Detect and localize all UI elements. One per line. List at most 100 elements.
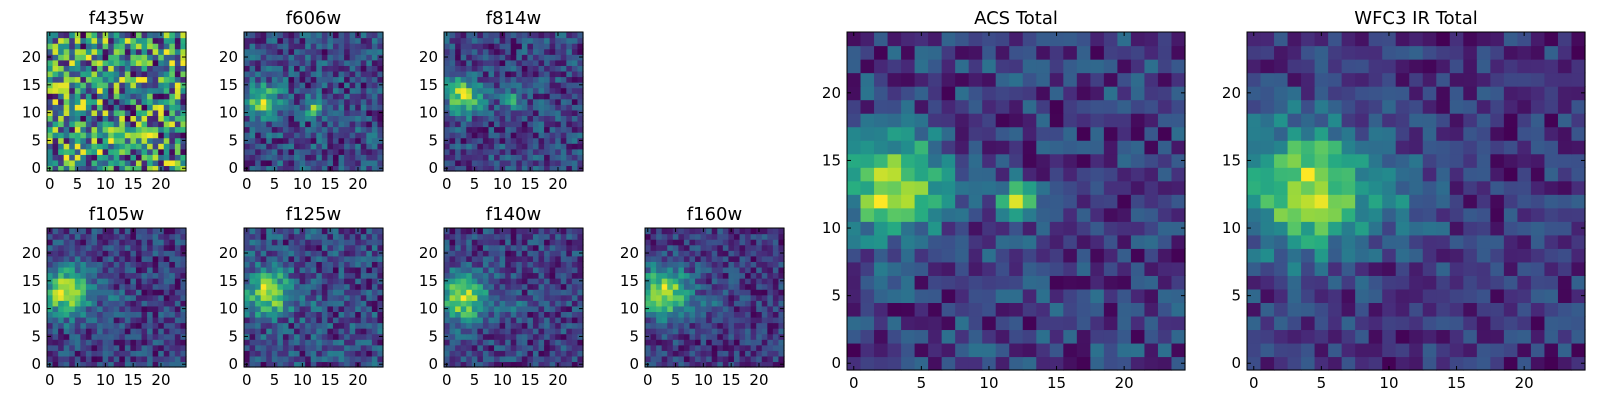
heatmap-cell bbox=[266, 87, 273, 94]
heatmap-cell bbox=[310, 154, 317, 161]
heatmap-cell bbox=[460, 132, 467, 139]
heatmap-cell bbox=[482, 350, 490, 357]
heatmap-cell bbox=[695, 355, 702, 363]
heatmap-cell bbox=[571, 244, 579, 251]
heatmap-cell bbox=[288, 120, 295, 128]
heatmap-cell bbox=[371, 355, 379, 363]
heatmap-cell bbox=[91, 48, 98, 55]
heatmap-cell bbox=[152, 32, 159, 39]
heatmap-cell bbox=[538, 104, 545, 111]
heatmap-cell bbox=[1036, 342, 1051, 358]
heatmap-cell bbox=[360, 132, 367, 139]
heatmap-cell bbox=[113, 165, 120, 172]
heatmap-cell bbox=[555, 283, 562, 290]
heatmap-cell bbox=[288, 32, 295, 39]
heatmap-cell bbox=[650, 305, 657, 312]
heatmap-cell bbox=[360, 289, 367, 296]
heatmap-cell bbox=[360, 239, 367, 246]
heatmap-cell bbox=[349, 159, 356, 167]
heatmap-cell bbox=[505, 300, 512, 307]
heatmap-cell bbox=[349, 93, 356, 100]
heatmap-cell bbox=[130, 70, 137, 78]
heatmap-cell bbox=[678, 333, 685, 340]
heatmap-cell bbox=[108, 300, 115, 307]
heatmap-cell bbox=[466, 93, 473, 100]
heatmap-cell bbox=[244, 339, 251, 346]
heatmap-cell bbox=[244, 159, 251, 167]
heatmap-cell bbox=[338, 261, 345, 268]
heatmap-cell bbox=[521, 311, 528, 318]
heatmap-cell bbox=[717, 311, 724, 318]
heatmap-cell bbox=[316, 289, 323, 296]
heatmap-cell bbox=[538, 266, 545, 274]
heatmap-cell bbox=[756, 239, 763, 246]
heatmap-cell bbox=[706, 255, 713, 262]
heatmap-cell bbox=[321, 289, 328, 296]
heatmap-cell bbox=[661, 322, 668, 329]
heatmap-cell bbox=[571, 109, 579, 116]
heatmap-cell bbox=[560, 143, 567, 150]
heatmap-cell bbox=[174, 294, 182, 301]
heatmap-cell bbox=[271, 48, 278, 55]
heatmap-cell bbox=[158, 70, 165, 78]
heatmap-cell bbox=[91, 159, 98, 167]
heatmap-cell bbox=[147, 98, 154, 105]
heatmap-cell bbox=[527, 137, 534, 144]
heatmap-cell bbox=[466, 244, 473, 251]
heatmap-cell bbox=[722, 339, 729, 346]
heatmap-cell bbox=[288, 328, 295, 335]
y-tick-label: 15 bbox=[22, 272, 41, 290]
heatmap-cell bbox=[174, 48, 182, 55]
heatmap-cell bbox=[327, 328, 334, 335]
heatmap-cell bbox=[571, 132, 579, 139]
heatmap-cell bbox=[305, 65, 312, 72]
heatmap-cell bbox=[282, 278, 290, 285]
heatmap-cell bbox=[695, 261, 702, 268]
heatmap-cell bbox=[756, 244, 763, 251]
heatmap-cell bbox=[717, 328, 724, 335]
heatmap-cell bbox=[482, 32, 490, 39]
heatmap-cell bbox=[683, 300, 691, 307]
heatmap-cell bbox=[52, 261, 59, 268]
heatmap-cell bbox=[471, 266, 478, 274]
heatmap-cell bbox=[477, 328, 484, 335]
heatmap-cell bbox=[130, 322, 137, 329]
heatmap-cell bbox=[58, 120, 65, 128]
heatmap-cell bbox=[645, 339, 652, 346]
heatmap-cell bbox=[271, 339, 278, 346]
heatmap-cell bbox=[538, 137, 545, 144]
heatmap-cell bbox=[344, 154, 351, 161]
heatmap-cell bbox=[941, 153, 956, 168]
heatmap-cell bbox=[650, 233, 657, 240]
heatmap-cell bbox=[63, 143, 70, 150]
heatmap-cell bbox=[455, 43, 462, 50]
heatmap-cell bbox=[152, 283, 159, 290]
heatmap-cell bbox=[316, 159, 323, 167]
heatmap-cell bbox=[344, 137, 351, 144]
heatmap-cell bbox=[466, 289, 473, 296]
heatmap-cell bbox=[180, 126, 187, 133]
heatmap-cell bbox=[494, 244, 501, 251]
heatmap-cell bbox=[294, 76, 301, 83]
heatmap-cell bbox=[124, 239, 131, 246]
heatmap-cell bbox=[571, 266, 579, 274]
heatmap-cell bbox=[689, 350, 696, 357]
heatmap-cell bbox=[955, 342, 970, 358]
heatmap-cell bbox=[778, 244, 785, 251]
heatmap-cell bbox=[914, 302, 929, 317]
heatmap-cell bbox=[560, 339, 567, 346]
heatmap-cell bbox=[355, 120, 362, 128]
heatmap-cell bbox=[47, 255, 54, 262]
heatmap-cell bbox=[332, 48, 340, 55]
heatmap-cell bbox=[282, 159, 290, 167]
heatmap-cell bbox=[874, 221, 889, 236]
heatmap-cell bbox=[482, 311, 490, 318]
heatmap-cell bbox=[1144, 207, 1159, 222]
heatmap-cell bbox=[147, 311, 154, 318]
heatmap-cell bbox=[667, 255, 674, 262]
heatmap-cell bbox=[108, 54, 115, 61]
heatmap-cell bbox=[338, 328, 345, 335]
heatmap-cell bbox=[772, 272, 780, 279]
x-tick-label: 5 bbox=[470, 175, 480, 193]
